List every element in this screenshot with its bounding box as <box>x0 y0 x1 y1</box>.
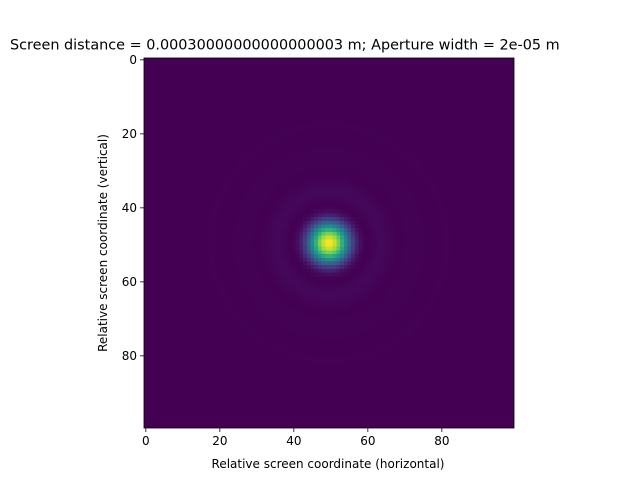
chart-title: Screen distance = 0.00030000000000000003… <box>10 38 560 54</box>
y-axis-label: Relative screen coordinate (vertical) <box>96 134 110 352</box>
y-tick-label: 80 <box>122 349 137 363</box>
x-tick-label: 0 <box>142 434 150 448</box>
plot-area <box>143 57 515 429</box>
y-tick-label: 0 <box>129 53 137 67</box>
x-axis-ticks: 0 20 40 60 80 <box>142 428 449 448</box>
y-axis-ticks: 0 20 40 60 80 <box>122 53 144 363</box>
x-tick-label: 80 <box>434 434 449 448</box>
x-tick-label: 20 <box>212 434 227 448</box>
plot-frame <box>143 57 515 429</box>
x-tick-label: 60 <box>360 434 375 448</box>
diffraction-heatmap <box>144 58 514 428</box>
y-tick-label: 20 <box>122 127 137 141</box>
x-tick-label: 40 <box>286 434 301 448</box>
y-tick-label: 40 <box>122 201 137 215</box>
y-tick-label: 60 <box>122 275 137 289</box>
x-axis-label: Relative screen coordinate (horizontal) <box>212 457 445 471</box>
